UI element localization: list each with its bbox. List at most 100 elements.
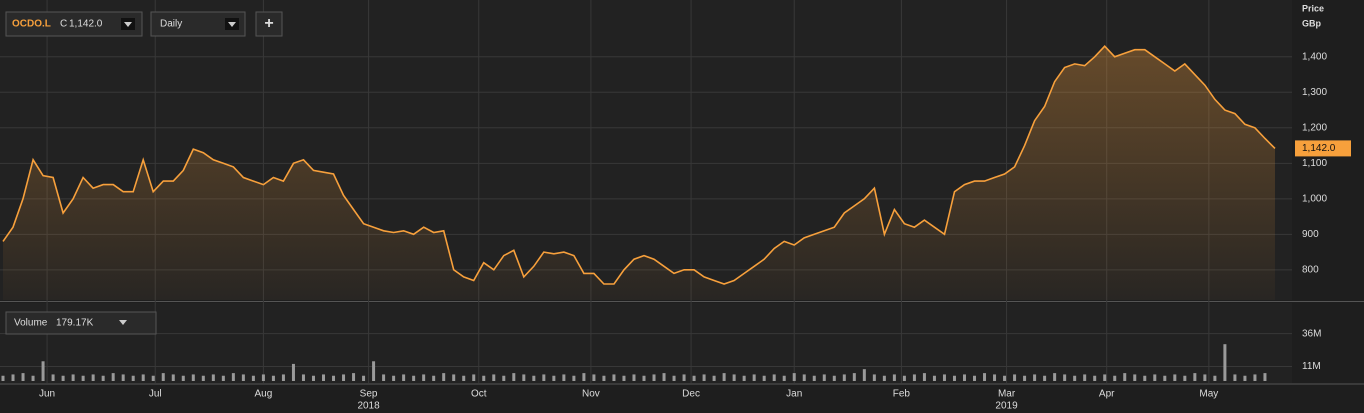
volume-bar xyxy=(61,375,65,381)
volume-bar xyxy=(542,374,546,381)
volume-bar xyxy=(311,375,315,381)
volume-bar xyxy=(712,375,716,381)
price-area xyxy=(3,46,1275,301)
quote-prefix: C xyxy=(60,19,67,30)
volume-bar xyxy=(171,374,175,381)
volume-bar xyxy=(942,374,946,381)
volume-bar xyxy=(161,373,165,381)
volume-bar xyxy=(962,374,966,381)
volume-bar xyxy=(1243,375,1247,381)
volume-bar xyxy=(332,375,336,381)
volume-bar xyxy=(141,374,145,381)
volume-bar xyxy=(1013,374,1017,381)
volume-bar xyxy=(372,361,376,381)
volume-bar xyxy=(301,374,305,381)
volume-bar xyxy=(1233,374,1237,381)
volume-bar xyxy=(1,375,5,381)
volume-bar xyxy=(111,373,115,381)
volume-bar xyxy=(522,374,526,381)
volume-bar xyxy=(492,374,496,381)
x-tick-label: Feb xyxy=(893,389,911,400)
x-tick-label: Mar xyxy=(998,389,1016,400)
volume-bar xyxy=(502,375,506,381)
volume-value: 179.17K xyxy=(56,318,94,329)
axis-unit: GBp xyxy=(1302,18,1322,28)
volume-bar xyxy=(973,375,977,381)
arrow xyxy=(228,22,236,27)
volume-bar xyxy=(402,374,406,381)
volume-bar xyxy=(592,374,596,381)
volume-bar xyxy=(932,375,936,381)
volume-bar xyxy=(1063,374,1067,381)
volume-bar xyxy=(322,374,326,381)
volume-bar xyxy=(392,375,396,381)
volume-bar xyxy=(81,375,85,381)
add-button[interactable] xyxy=(255,11,283,37)
x-tick-label: Apr xyxy=(1099,389,1115,400)
volume-bar xyxy=(792,373,796,381)
y-tick-label: 1,000 xyxy=(1302,193,1327,204)
volume-bar xyxy=(422,374,426,381)
volume-bar xyxy=(582,373,586,381)
volume-bar xyxy=(1223,344,1227,381)
volume-bar xyxy=(251,375,255,381)
y-tick-label: 36M xyxy=(1302,328,1321,339)
symbol: OCDO.L xyxy=(12,19,51,30)
price-line xyxy=(2,45,1276,285)
volume-bar xyxy=(772,374,776,381)
volume-bar xyxy=(672,375,676,381)
volume-bar xyxy=(802,374,806,381)
volume-bar xyxy=(1093,375,1097,381)
volume-bar xyxy=(512,373,516,381)
x-tick-label: Aug xyxy=(255,389,273,400)
volume-bar xyxy=(602,375,606,381)
volume-bar xyxy=(682,374,686,381)
x-tick-label: May xyxy=(1199,389,1218,400)
volume-bar xyxy=(1073,375,1077,381)
volume-bar xyxy=(1033,374,1037,381)
volume-bar xyxy=(662,373,666,381)
volume-bar xyxy=(1003,375,1007,381)
arrow[interactable] xyxy=(119,320,127,325)
volume-bar xyxy=(892,374,896,381)
volume-bar xyxy=(752,374,756,381)
volume-bar xyxy=(872,374,876,381)
volume-bar xyxy=(612,374,616,381)
last-price: 1,142.0 xyxy=(1302,143,1336,154)
symbol-box[interactable] xyxy=(5,11,143,37)
volume-bar xyxy=(181,375,185,381)
volume-bar xyxy=(241,374,245,381)
x-tick-label: Jul xyxy=(149,389,162,400)
volume-bar xyxy=(382,374,386,381)
y-tick-label: 1,300 xyxy=(1302,87,1327,98)
volume-bar xyxy=(452,374,456,381)
interval: Daily xyxy=(160,19,182,30)
volume-bar xyxy=(532,375,536,381)
volume-bar xyxy=(702,374,706,381)
volume-bar xyxy=(1123,373,1127,381)
volume-bar xyxy=(572,375,576,381)
volume-bar xyxy=(832,375,836,381)
volume-bar xyxy=(1173,374,1177,381)
volume-bar xyxy=(983,373,987,381)
volume-bar xyxy=(482,375,486,381)
volume-bar xyxy=(862,369,866,381)
volume-bar xyxy=(432,375,436,381)
volume-bar xyxy=(632,374,636,381)
volume-bar xyxy=(852,373,856,381)
year-label: 2019 xyxy=(995,401,1018,412)
volume-bar xyxy=(1043,375,1047,381)
volume-panel xyxy=(0,303,1292,383)
volume-bar xyxy=(782,375,786,381)
volume-bar xyxy=(462,375,466,381)
volume-bar xyxy=(1153,374,1157,381)
arrow xyxy=(124,22,132,27)
volume-bar xyxy=(642,375,646,381)
x-tick-label: Sep xyxy=(360,389,378,400)
y-tick-label: 1,400 xyxy=(1302,51,1327,62)
volume-bar xyxy=(1263,373,1267,381)
volume-bar xyxy=(151,375,155,381)
volume-box[interactable] xyxy=(5,311,157,335)
